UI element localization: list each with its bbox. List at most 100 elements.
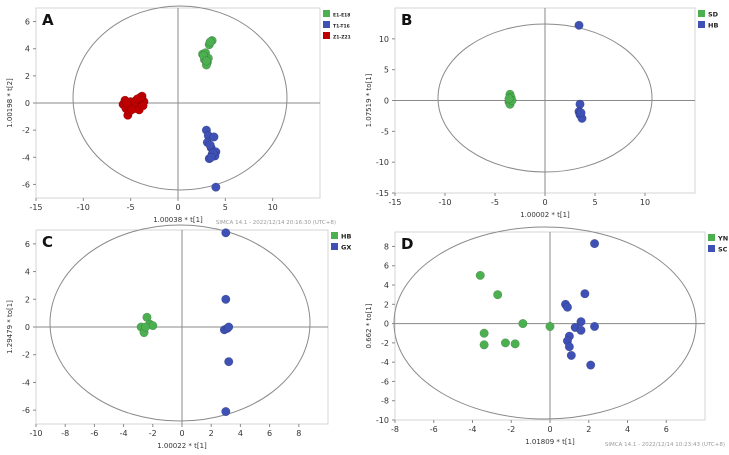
y-tick-label: -4 — [22, 153, 30, 162]
legend-swatch — [323, 21, 330, 28]
x-tick-label: 6 — [267, 429, 272, 438]
y-tick-label: 6 — [25, 18, 30, 27]
y-tick-label: -10 — [376, 158, 389, 167]
x-tick-label: 6 — [664, 425, 669, 434]
data-point-hb — [574, 20, 584, 30]
x-tick-label: 4 — [238, 429, 243, 438]
legend-label: T1-T16 — [333, 24, 350, 30]
legend-swatch — [708, 234, 715, 241]
y-tick-label: -6 — [381, 377, 389, 386]
confidence-ellipse — [437, 23, 653, 173]
software-footer: SIMCA 14.1 - 2022/12/14 10:23:43 (UTC+8) — [605, 442, 725, 448]
y-tick-label: 2 — [25, 72, 30, 81]
legend-swatch — [323, 32, 330, 39]
x-tick-label: 0 — [179, 429, 184, 438]
data-point-sc — [590, 239, 600, 249]
legend-label: Z1-Z21 — [333, 35, 351, 41]
confidence-ellipse — [72, 5, 288, 191]
data-point-e1-e18 — [201, 56, 211, 66]
x-tick-label: 4 — [625, 425, 630, 434]
y-tick-label: 5 — [384, 66, 389, 75]
y-tick-label: -8 — [381, 397, 389, 406]
legend-label: SD — [708, 11, 719, 19]
data-point-z1-z21 — [138, 101, 148, 111]
legend-label: GX — [341, 244, 351, 252]
x-tick-label: -8 — [391, 425, 399, 434]
x-tick-label: -5 — [491, 198, 499, 207]
data-point-z1-z21 — [122, 98, 132, 108]
y-tick-label: 4 — [25, 268, 30, 277]
x-axis-label: 1.00022 * t[1] — [157, 442, 207, 450]
x-tick-label: 10 — [640, 198, 650, 207]
x-tick-label: -5 — [127, 203, 135, 212]
y-axis-label: 0.662 * to[1] — [365, 303, 373, 348]
y-tick-label: -4 — [381, 358, 389, 367]
x-axis-label: 1.01809 * t[1] — [525, 438, 575, 446]
panel-letter: A — [42, 11, 54, 29]
data-point-t1-t16 — [205, 140, 215, 150]
data-point-gx — [224, 357, 234, 367]
x-tick-label: -15 — [29, 203, 42, 212]
data-point-yn — [479, 328, 489, 338]
data-point-gx — [221, 228, 231, 238]
data-point-gx — [221, 406, 231, 417]
data-point-yn — [510, 339, 520, 349]
data-point-z1-z21 — [127, 105, 137, 115]
x-tick-label: 2 — [586, 425, 591, 434]
panel-letter: D — [401, 235, 413, 253]
data-point-t1-t16 — [209, 132, 219, 142]
x-tick-label: 8 — [296, 429, 301, 438]
x-tick-label: 2 — [209, 429, 214, 438]
data-point-sc — [562, 302, 572, 312]
x-tick-label: -6 — [430, 425, 438, 434]
y-tick-label: 0 — [384, 97, 389, 106]
y-tick-label: -15 — [376, 189, 389, 198]
legend-label: HB — [708, 22, 718, 30]
y-tick-label: 10 — [379, 35, 389, 44]
software-footer: SIMCA 14.1 - 2022/12/14 20:16:30 (UTC+8) — [216, 220, 336, 226]
legend-label: HB — [341, 233, 351, 241]
y-tick-label: 0 — [25, 323, 30, 332]
y-tick-label: -2 — [22, 351, 30, 360]
data-point-gx — [221, 294, 231, 304]
data-point-t1-t16 — [206, 152, 216, 162]
x-tick-label: -10 — [29, 429, 42, 438]
data-point-gx — [224, 322, 234, 332]
x-tick-label: 0 — [175, 203, 180, 212]
panel-a: -15 -10 -5 0 5 10 -6 -4 -2 0 2 4 6 1.00038 * t[1] 1.00… — [6, 5, 351, 226]
data-point-yn — [479, 340, 489, 350]
x-tick-label: -2 — [507, 425, 515, 434]
data-point-sc — [580, 289, 590, 299]
y-axis-label: 1.29479 * to[1] — [6, 300, 14, 354]
x-tick-label: 5 — [592, 198, 597, 207]
y-tick-label: -6 — [22, 406, 30, 415]
y-tick-label: -2 — [22, 126, 30, 135]
data-point-sd — [504, 94, 514, 104]
y-tick-label: 0 — [25, 99, 30, 108]
x-axis-label: 1.00038 * t[1] — [153, 216, 203, 224]
data-point-yn — [518, 319, 528, 329]
data-point-yn — [545, 321, 555, 332]
x-tick-label: -15 — [388, 198, 401, 207]
x-tick-label: 5 — [223, 203, 228, 212]
x-tick-label: -10 — [77, 203, 90, 212]
data-point-e1-e18 — [205, 37, 215, 47]
legend-swatch — [698, 10, 705, 17]
x-tick-label: -4 — [469, 425, 477, 434]
y-tick-label: -2 — [381, 339, 389, 348]
x-tick-label: 10 — [268, 203, 278, 212]
y-axis-label: 1.00198 * t[2] — [6, 78, 14, 128]
confidence-ellipse — [49, 224, 311, 422]
y-tick-label: 4 — [384, 281, 389, 290]
y-tick-label: 2 — [384, 300, 389, 309]
x-tick-label: -4 — [120, 429, 128, 438]
legend-swatch — [323, 10, 330, 17]
y-tick-label: 6 — [384, 262, 389, 271]
y-tick-label: 6 — [25, 240, 30, 249]
data-point-yn — [500, 338, 510, 348]
data-point-sc — [576, 325, 586, 335]
data-point-sc — [576, 317, 586, 327]
data-point-hb — [576, 108, 586, 118]
